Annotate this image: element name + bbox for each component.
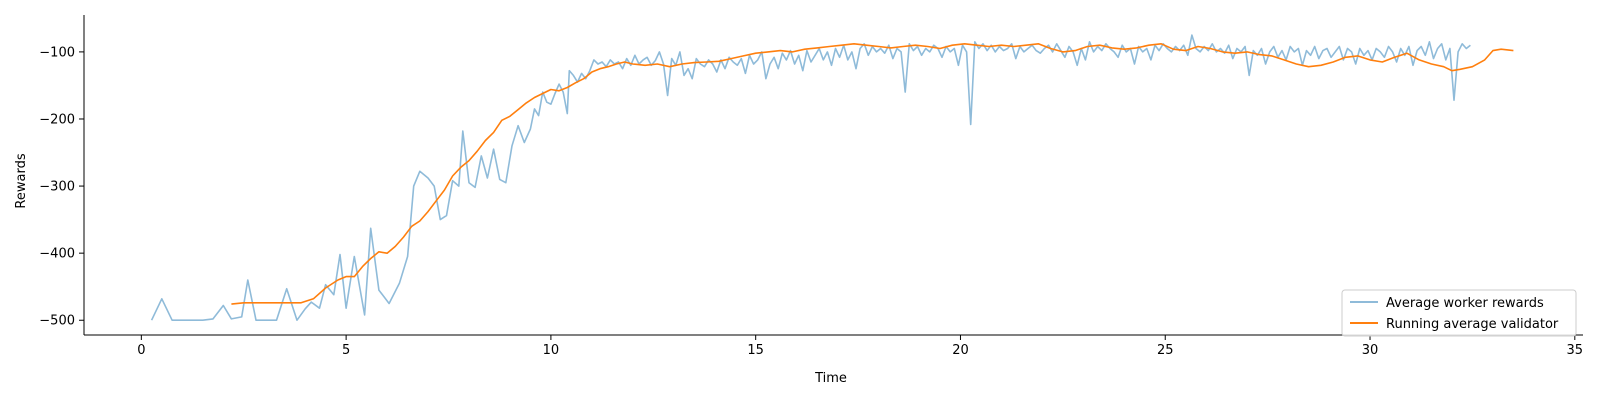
x-tick-label: 15	[747, 343, 764, 358]
y-tick-label: −300	[39, 180, 75, 195]
legend-label-average-worker-rewards: Average worker rewards	[1386, 296, 1544, 311]
plot-area	[150, 34, 1514, 321]
y-tick-label: −500	[39, 314, 75, 329]
x-axis-label: Time	[814, 371, 847, 386]
x-tick-label: 20	[952, 343, 969, 358]
x-tick-label: 25	[1157, 343, 1174, 358]
x-tick-label: 30	[1362, 343, 1379, 358]
axes	[83, 15, 1583, 336]
series-layer	[150, 34, 1514, 321]
y-tick-label: −400	[39, 247, 75, 262]
ticks: 0 5 10 15 20 25 30 35 −500 −400 −300 −200 −100	[39, 45, 1583, 358]
legend: Average worker rewards Running average v…	[1341, 289, 1577, 337]
series-line-average-worker-rewards	[150, 34, 1471, 321]
legend-box	[1341, 289, 1577, 337]
legend-label-running-average-validator: Running average validator	[1386, 317, 1559, 332]
y-axis-label: Rewards	[14, 153, 29, 208]
x-tick-label: 0	[137, 343, 145, 358]
x-tick-label: 5	[342, 343, 350, 358]
y-tick-label: −200	[39, 112, 75, 127]
y-tick-label: −100	[39, 45, 75, 60]
x-tick-label: 10	[543, 343, 560, 358]
series-line-running-average-validator	[231, 43, 1514, 305]
x-tick-label: 35	[1567, 343, 1584, 358]
